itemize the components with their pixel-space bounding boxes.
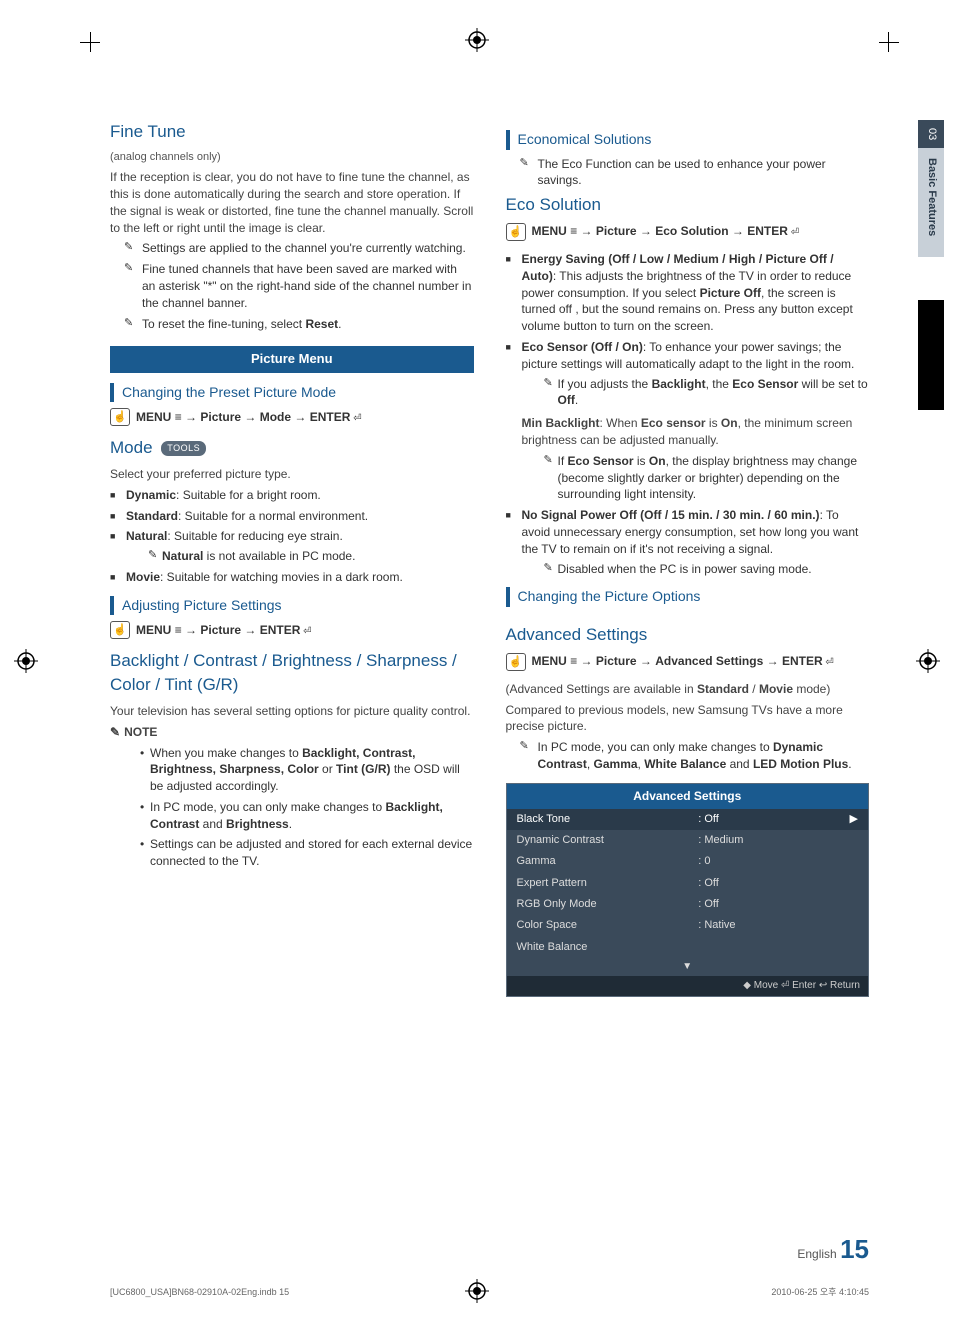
mode-item: Standard: Suitable for a normal environm… [110, 508, 474, 525]
section-label: Basic Features [918, 148, 944, 256]
menu-path: ☝ MENU → Picture → ENTER [110, 621, 474, 639]
adv-table-footer: ◆ Move ⏎ Enter ↩ Return [507, 976, 869, 996]
menu-button-icon: ☝ [506, 653, 526, 671]
changing-options-title: Changing the Picture Options [506, 587, 870, 607]
fine-tune-note: To reset the fine-tuning, select Reset. [128, 316, 474, 333]
adv-table-row[interactable]: Dynamic Contrast: Medium [507, 830, 869, 851]
adv-table-row[interactable]: Black Tone: Off▶ [507, 809, 869, 830]
bcbs-note: Settings can be adjusted and stored for … [140, 836, 474, 870]
advanced-title: Advanced Settings [506, 623, 870, 647]
adv-table-row[interactable]: Color Space: Native [507, 915, 869, 936]
crop-mark [80, 42, 100, 43]
economical-note: The Eco Function can be used to enhance … [524, 156, 870, 190]
mode-item: Movie: Suitable for watching movies in a… [110, 569, 474, 586]
menu-button-icon: ☝ [506, 223, 526, 241]
eco-solution-title: Eco Solution [506, 193, 870, 217]
adv-table-row[interactable]: White Balance [507, 937, 869, 958]
menu-path: ☝ MENU → Picture → Advanced Settings → E… [506, 653, 870, 671]
eco-subnote: If you adjusts the Backlight, the Eco Se… [544, 376, 870, 410]
advanced-settings-table: Advanced Settings Black Tone: Off▶Dynami… [506, 783, 870, 998]
crop-mark [879, 42, 899, 43]
footer-left: [UC6800_USA]BN68-02910A-02Eng.indb 15 [110, 1286, 289, 1299]
bcbs-note: In PC mode, you can only make changes to… [140, 799, 474, 833]
preset-mode-title: Changing the Preset Picture Mode [110, 383, 474, 403]
mode-item: Natural: Suitable for reducing eye strai… [110, 528, 474, 565]
page-number: English 15 [797, 1231, 869, 1267]
advanced-note: In PC mode, you can only make changes to… [524, 739, 870, 773]
economical-title: Economical Solutions [506, 130, 870, 150]
mode-desc: Select your preferred picture type. [110, 466, 474, 483]
energy-saving-item: Energy Saving (Off / Low / Medium / High… [506, 251, 870, 335]
fine-tune-intro: If the reception is clear, you do not ha… [110, 169, 474, 236]
adv-table-row[interactable]: Expert Pattern: Off [507, 873, 869, 894]
advanced-line2: Compared to previous models, new Samsung… [506, 702, 870, 736]
menu-path: ☝ MENU → Picture → Mode → ENTER [110, 408, 474, 426]
picture-menu-band: Picture Menu [110, 346, 474, 372]
bcbs-note: When you make changes to Backlight, Cont… [140, 745, 474, 795]
mode-item: Dynamic: Suitable for a bright room. [110, 487, 474, 504]
registration-mark-icon [465, 28, 489, 52]
fine-tune-note: Settings are applied to the channel you'… [128, 240, 474, 257]
eco-subnote: If Eco Sensor is On, the display brightn… [544, 453, 870, 503]
fine-tune-subtitle: (analog channels only) [110, 150, 474, 165]
fine-tune-note: Fine tuned channels that have been saved… [128, 261, 474, 311]
menu-button-icon: ☝ [110, 621, 130, 639]
section-tab: 03 Basic Features [918, 120, 944, 257]
menu-path: ☝ MENU → Picture → Eco Solution → ENTER [506, 223, 870, 241]
bcbs-desc: Your television has several setting opti… [110, 703, 474, 720]
footer-right: 2010-06-25 오후 4:10:45 [771, 1286, 869, 1299]
menu-button-icon: ☝ [110, 408, 130, 426]
scroll-down-icon: ▼ [507, 958, 869, 976]
bcbs-title: Backlight / Contrast / Brightness / Shar… [110, 649, 474, 697]
tools-badge: TOOLS [161, 441, 206, 456]
advanced-line1: (Advanced Settings are available in Stan… [506, 681, 870, 698]
section-number: 03 [918, 120, 944, 148]
adv-table-row[interactable]: Gamma: 0 [507, 851, 869, 872]
footer-meta: [UC6800_USA]BN68-02910A-02Eng.indb 15 20… [110, 1286, 869, 1299]
side-index-mark [918, 300, 944, 410]
min-backlight-text: Min Backlight: When Eco sensor is On, th… [522, 415, 870, 449]
fine-tune-title: Fine Tune [110, 120, 474, 144]
no-signal-item: No Signal Power Off (Off / 15 min. / 30 … [506, 507, 870, 577]
mode-title: Mode TOOLS [110, 436, 474, 460]
adjusting-title: Adjusting Picture Settings [110, 596, 474, 616]
registration-mark-icon [14, 649, 38, 673]
no-signal-subnote: Disabled when the PC is in power saving … [544, 561, 870, 578]
adv-table-title: Advanced Settings [507, 784, 869, 809]
registration-mark-icon [916, 649, 940, 673]
eco-sensor-item: Eco Sensor (Off / On): To enhance your p… [506, 339, 870, 503]
note-label: NOTE [110, 724, 474, 741]
adv-table-row[interactable]: RGB Only Mode: Off [507, 894, 869, 915]
mode-subnote: Natural is not available in PC mode. [148, 548, 474, 565]
